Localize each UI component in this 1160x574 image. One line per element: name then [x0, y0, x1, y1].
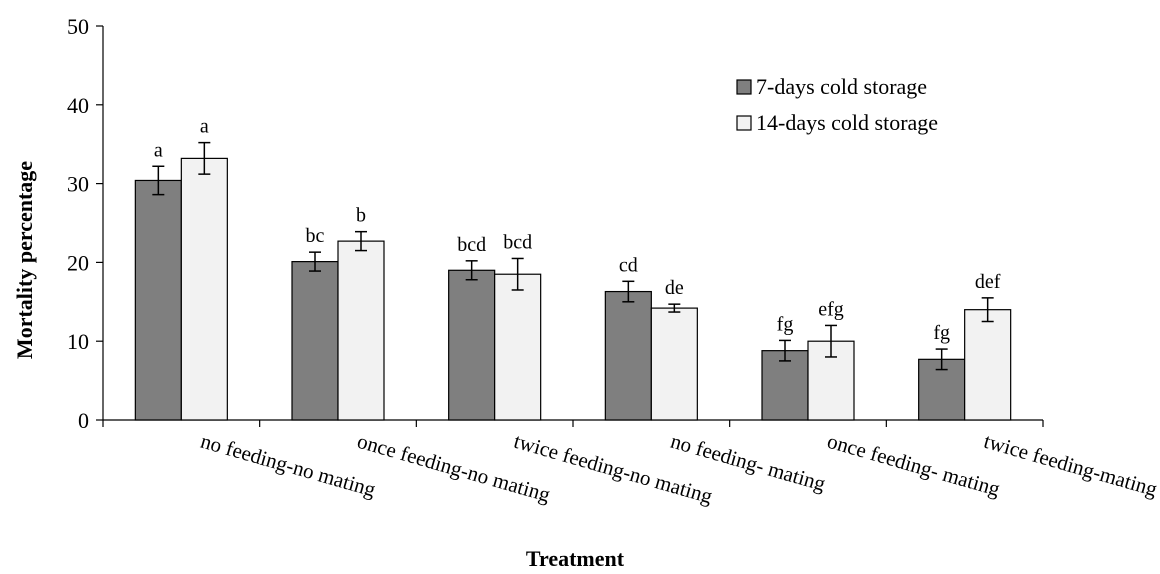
bars — [134, 157, 1012, 421]
error-bars — [152, 141, 994, 371]
legend-label: 7-days cold storage — [756, 74, 927, 99]
category-label: twice feeding-mating — [981, 429, 1160, 502]
significance-label: a — [200, 116, 209, 138]
bar — [604, 290, 652, 421]
y-axis-ticks: 0 10 20 30 40 50 — [67, 14, 103, 433]
y-tick-label: 50 — [67, 14, 89, 39]
significance-label: bcd — [503, 231, 532, 253]
significance-label: bcd — [457, 234, 486, 256]
bar — [337, 240, 385, 421]
y-axis-title: Mortality percentage — [12, 161, 37, 359]
bar — [180, 157, 228, 421]
legend-swatch — [736, 79, 752, 95]
y-tick-label: 40 — [67, 93, 89, 118]
bar — [134, 179, 182, 421]
legend-label: 14-days cold storage — [756, 110, 938, 135]
significance-label: bc — [306, 225, 325, 247]
significance-label: cd — [619, 254, 638, 276]
bar — [291, 261, 339, 421]
significance-label: de — [665, 277, 684, 299]
x-axis-title: Treatment — [526, 546, 625, 571]
y-tick-label: 0 — [78, 408, 89, 433]
significance-label: b — [356, 205, 366, 227]
y-tick-label: 10 — [67, 329, 89, 354]
significance-label: fg — [933, 322, 950, 344]
y-tick-label: 20 — [67, 250, 89, 275]
category-label: no feeding-no mating — [198, 429, 379, 502]
significance-labels: a a bc b bcd bcd cd de fg efg fg def — [154, 116, 1001, 344]
category-label: once feeding- mating — [825, 429, 1004, 501]
legend: 7-days cold storage 14-days cold storage — [736, 74, 938, 135]
significance-label: def — [975, 271, 1001, 293]
bar — [494, 273, 542, 421]
y-tick-label: 30 — [67, 172, 89, 197]
significance-label: fg — [777, 313, 794, 335]
significance-label: a — [154, 139, 163, 161]
bar — [761, 350, 809, 421]
axes — [102, 26, 1044, 427]
bar — [650, 307, 698, 421]
legend-swatch — [736, 115, 752, 131]
significance-label: efg — [818, 298, 844, 320]
bar — [448, 269, 496, 421]
bar — [964, 309, 1012, 421]
